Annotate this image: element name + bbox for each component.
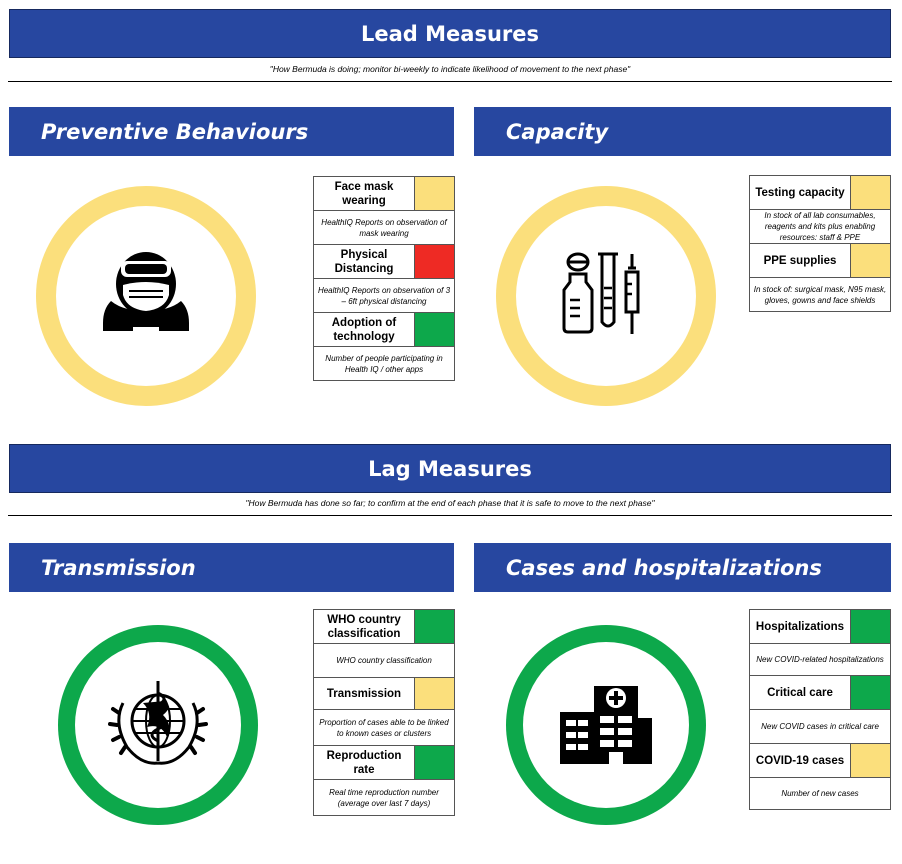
capacity-table: Testing capacity In stock of all lab con…	[749, 175, 891, 312]
status-indicator-green	[850, 609, 891, 644]
lag-measures-subtitle: "How Bermuda has done so far; to confirm…	[8, 498, 892, 516]
measure-description: Proportion of cases able to be linked to…	[313, 709, 455, 746]
cases-ring	[506, 625, 706, 825]
measure-description: In stock of all lab consumables, reagent…	[749, 209, 891, 244]
capacity-header: Capacity	[474, 107, 891, 156]
capacity-title: Capacity	[506, 119, 609, 144]
status-indicator-green	[414, 745, 455, 780]
lead-measures-subtitle: "How Bermuda is doing; monitor bi-weekly…	[8, 64, 892, 82]
measure-label: Hospitalizations	[749, 609, 851, 644]
status-indicator-green	[414, 609, 455, 644]
capacity-ring	[496, 186, 716, 406]
measure-description: New COVID-related hospitalizations	[749, 643, 891, 676]
measure-label: Physical Distancing	[313, 244, 415, 279]
measure-description: HealthIQ Reports on observation of mask …	[313, 210, 455, 245]
cases-title: Cases and hospitalizations	[506, 555, 822, 580]
measure-label: Critical care	[749, 675, 851, 710]
measure-description: Real time reproduction number (average o…	[313, 779, 455, 816]
lab-equipment-icon	[556, 244, 656, 348]
transmission-title: Transmission	[41, 555, 196, 580]
measure-description: New COVID cases in critical care	[749, 709, 891, 744]
status-indicator-yellow	[850, 243, 891, 278]
transmission-header: Transmission	[9, 543, 454, 592]
measure-description: Number of people participating in Health…	[313, 346, 455, 381]
measure-description: HealthIQ Reports on observation of 3 – 6…	[313, 278, 455, 313]
measure-label: Testing capacity	[749, 175, 851, 210]
hospital-icon	[556, 678, 656, 772]
transmission-ring	[58, 625, 258, 825]
masked-person-icon	[91, 239, 201, 353]
status-indicator-yellow	[414, 677, 455, 710]
status-indicator-yellow	[850, 175, 891, 210]
lag-measures-title: Lag Measures	[368, 456, 532, 481]
preventive-table: Face mask wearing HealthIQ Reports on ob…	[313, 176, 455, 381]
measure-description: In stock of: surgical mask, N95 mask, gl…	[749, 277, 891, 312]
cases-header: Cases and hospitalizations	[474, 543, 891, 592]
preventive-ring	[36, 186, 256, 406]
measure-label: COVID-19 cases	[749, 743, 851, 778]
lead-measures-title: Lead Measures	[361, 21, 539, 46]
measure-label: Transmission	[313, 677, 415, 710]
measure-description: WHO country classification	[313, 643, 455, 678]
measure-label: Reproduction rate	[313, 745, 415, 780]
status-indicator-yellow	[414, 176, 455, 211]
measure-label: WHO country classification	[313, 609, 415, 644]
preventive-behaviours-title: Preventive Behaviours	[41, 119, 309, 144]
status-indicator-red	[414, 244, 455, 279]
status-indicator-yellow	[850, 743, 891, 778]
measure-label: PPE supplies	[749, 243, 851, 278]
lead-measures-banner: Lead Measures	[9, 9, 891, 58]
transmission-table: WHO country classification WHO country c…	[313, 609, 455, 816]
cases-table: Hospitalizations New COVID-related hospi…	[749, 609, 891, 810]
preventive-behaviours-header: Preventive Behaviours	[9, 107, 454, 156]
status-indicator-green	[414, 312, 455, 347]
status-indicator-green	[850, 675, 891, 710]
measure-label: Adoption of technology	[313, 312, 415, 347]
lag-measures-banner: Lag Measures	[9, 444, 891, 493]
measure-label: Face mask wearing	[313, 176, 415, 211]
measure-description: Number of new cases	[749, 777, 891, 810]
who-emblem-icon	[103, 673, 213, 777]
